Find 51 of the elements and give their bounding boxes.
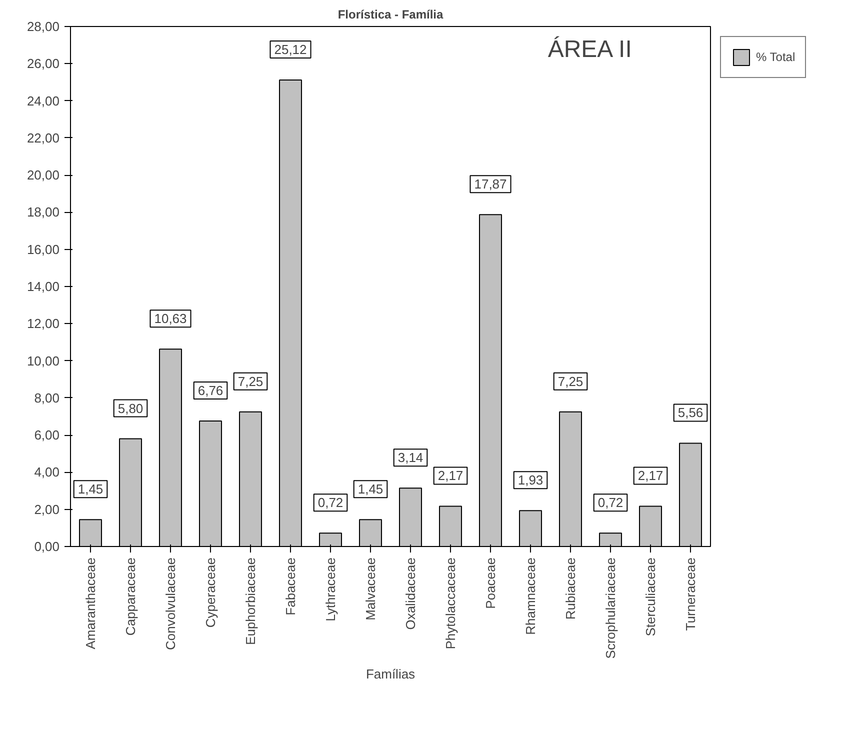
- x-tick-label: Poaceae: [483, 557, 498, 609]
- y-tick-label: 10,00: [26, 353, 60, 368]
- y-tick-label: 14,00: [26, 279, 60, 294]
- data-label: 0,72: [598, 495, 624, 510]
- y-tick-label: 2,00: [34, 502, 60, 517]
- x-tick-label: Capparaceae: [123, 557, 138, 636]
- y-tick-label: 22,00: [26, 130, 60, 146]
- y-tick-label: 0,00: [34, 539, 60, 554]
- x-tick-label: Rubiaceae: [563, 558, 578, 620]
- data-label: 10,63: [154, 311, 187, 326]
- y-tick-label: 16,00: [26, 242, 60, 257]
- data-label: 2,17: [638, 468, 664, 484]
- annotation: ÁREA II: [548, 36, 632, 63]
- x-axis-title: Famílias: [366, 666, 416, 682]
- x-tick-label: Cyperaceae: [203, 557, 218, 628]
- x-tick-label: Oxalidaceae: [403, 557, 418, 630]
- y-tick-label: 26,00: [26, 56, 60, 72]
- data-label: 1,45: [358, 482, 384, 497]
- y-tick-label: 12,00: [26, 316, 60, 332]
- data-label: 5,80: [118, 400, 144, 416]
- x-tick-label: Turneraceae: [683, 557, 698, 631]
- data-label: 17,87: [474, 176, 507, 192]
- x-tick-label: Rhamnaceae: [523, 558, 538, 635]
- x-tick-label: Convolvulaceae: [163, 557, 178, 650]
- x-tick-label: Fabaceae: [283, 557, 298, 616]
- data-label: 25,12: [274, 42, 307, 57]
- x-tick-label: Phytolaccaceae: [443, 558, 458, 650]
- x-tick-label: Lythraceae: [323, 557, 338, 622]
- y-tick-label: 24,00: [26, 93, 60, 108]
- data-label: 7,25: [238, 374, 264, 389]
- legend-label: % Total: [756, 50, 796, 64]
- y-tick-label: 8,00: [34, 390, 60, 406]
- data-label: 5,56: [678, 405, 704, 420]
- data-label: 1,45: [78, 482, 104, 497]
- x-tick-label: Sterculiaceae: [643, 557, 658, 636]
- data-label: 3,14: [398, 450, 424, 466]
- data-label: 0,72: [318, 495, 344, 510]
- y-tick-label: 20,00: [26, 168, 60, 183]
- x-tick-label: Amaranthaceae: [83, 558, 98, 650]
- data-label: 7,25: [558, 374, 584, 389]
- y-tick-label: 18,00: [26, 204, 60, 220]
- x-tick-label: Scrophulariaceae: [603, 557, 618, 659]
- y-tick-label: 4,00: [34, 464, 60, 480]
- chart-title: Florística - Família: [338, 8, 444, 22]
- y-tick-label: 6,00: [34, 428, 60, 443]
- data-label: 2,17: [438, 468, 464, 484]
- x-tick-label: Malvaceae: [363, 557, 378, 620]
- x-tick-label: Euphorbiaceae: [243, 557, 258, 645]
- data-label: 1,93: [518, 472, 544, 488]
- data-label: 6,76: [198, 382, 224, 398]
- y-tick-label: 28,00: [26, 19, 60, 34]
